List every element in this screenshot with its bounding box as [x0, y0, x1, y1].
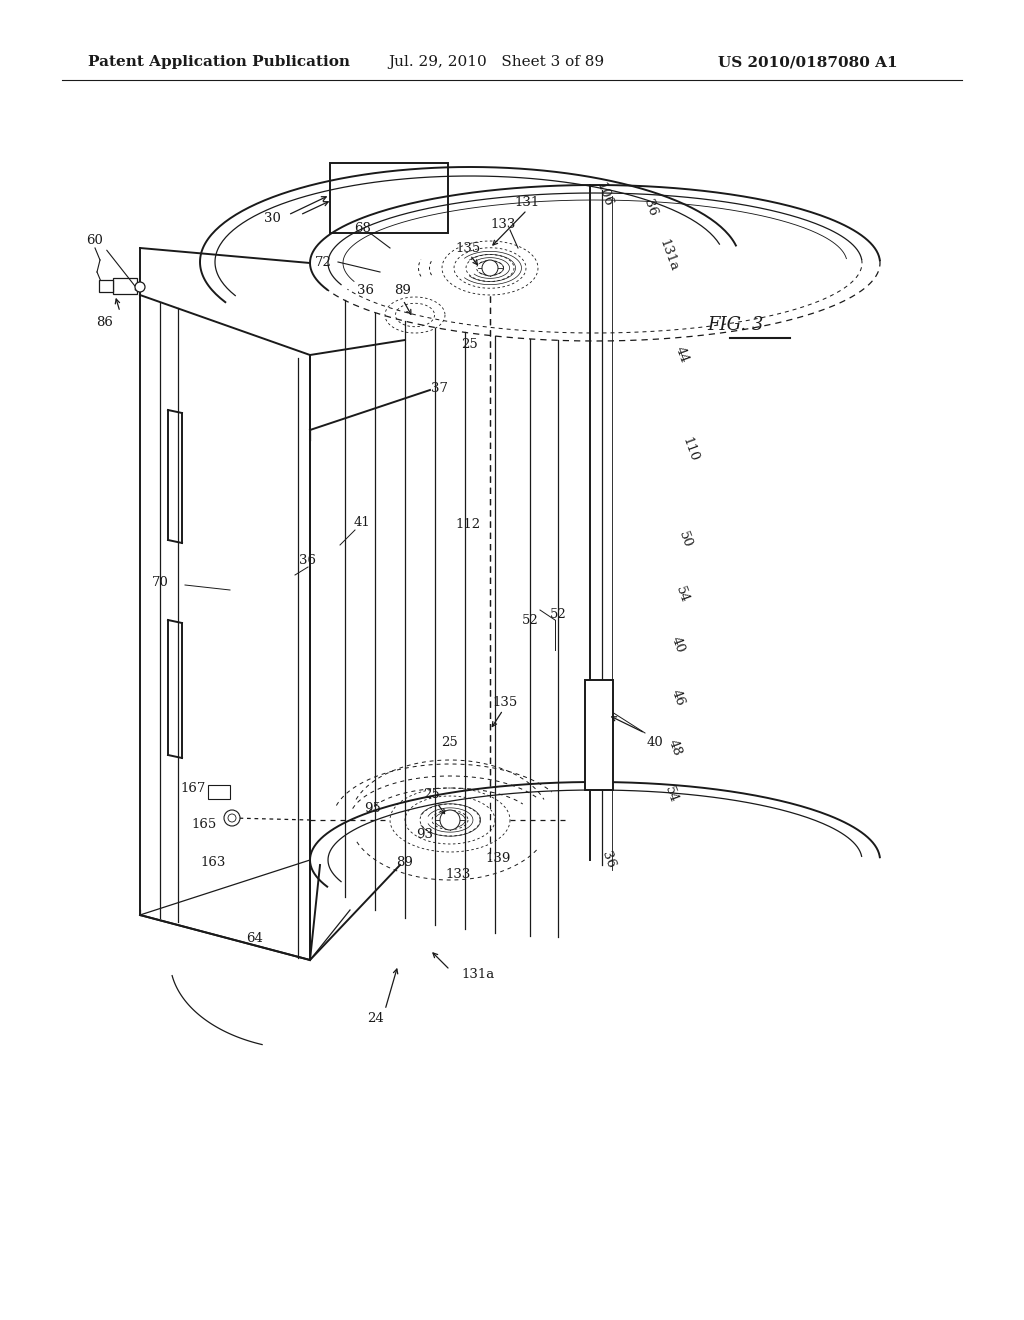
Circle shape	[482, 260, 498, 276]
Text: 50: 50	[676, 529, 694, 550]
Text: 46: 46	[669, 688, 687, 708]
Text: 131a: 131a	[462, 969, 495, 982]
Text: Jul. 29, 2010   Sheet 3 of 89: Jul. 29, 2010 Sheet 3 of 89	[388, 55, 604, 69]
Circle shape	[135, 282, 145, 292]
Text: 133: 133	[490, 219, 516, 231]
Text: 70: 70	[152, 576, 168, 589]
Text: 106: 106	[594, 181, 614, 209]
Text: 25: 25	[424, 788, 440, 801]
Text: 24: 24	[367, 1011, 383, 1024]
Text: 25: 25	[462, 338, 478, 351]
Bar	[208, 785, 230, 799]
Text: 36: 36	[599, 850, 617, 870]
Text: 54: 54	[673, 585, 691, 605]
Text: 89: 89	[394, 284, 412, 297]
Circle shape	[224, 810, 240, 826]
Text: 89: 89	[396, 855, 414, 869]
Circle shape	[440, 810, 460, 830]
Text: 93: 93	[417, 829, 433, 842]
Text: US 2010/0187080 A1: US 2010/0187080 A1	[718, 55, 898, 69]
Text: 52: 52	[550, 609, 566, 622]
Bar	[585, 680, 613, 789]
Bar	[330, 162, 449, 234]
Text: 37: 37	[431, 381, 449, 395]
Text: 131a: 131a	[656, 238, 680, 273]
Text: 131: 131	[514, 195, 540, 209]
Text: 44: 44	[673, 345, 691, 366]
Text: 95: 95	[365, 801, 381, 814]
Text: 163: 163	[201, 855, 225, 869]
Text: 40: 40	[669, 635, 687, 655]
Text: 48: 48	[666, 738, 684, 758]
Text: 165: 165	[191, 818, 217, 832]
Text: 72: 72	[314, 256, 332, 268]
Text: 54: 54	[663, 785, 680, 805]
Text: 52: 52	[521, 614, 539, 627]
Text: 36: 36	[641, 198, 659, 218]
Text: 167: 167	[180, 781, 206, 795]
Bar	[113, 279, 137, 294]
Text: 25: 25	[441, 735, 459, 748]
Text: 110: 110	[680, 436, 700, 465]
Text: 36: 36	[299, 553, 316, 566]
Text: 133: 133	[445, 869, 471, 882]
Text: 60: 60	[87, 234, 103, 247]
Text: 139: 139	[485, 851, 511, 865]
Text: FIG. 3: FIG. 3	[707, 315, 763, 334]
Text: 86: 86	[96, 315, 114, 329]
Text: 40: 40	[646, 735, 664, 748]
Text: 41: 41	[353, 516, 371, 529]
Circle shape	[228, 814, 236, 822]
Text: 112: 112	[456, 519, 480, 532]
Text: 68: 68	[354, 222, 372, 235]
Text: 64: 64	[247, 932, 263, 945]
Text: Patent Application Publication: Patent Application Publication	[88, 55, 350, 69]
Text: 36: 36	[356, 284, 374, 297]
Text: 135: 135	[493, 696, 517, 709]
Text: 135: 135	[456, 242, 480, 255]
Bar	[99, 280, 113, 292]
Text: 30: 30	[263, 211, 281, 224]
